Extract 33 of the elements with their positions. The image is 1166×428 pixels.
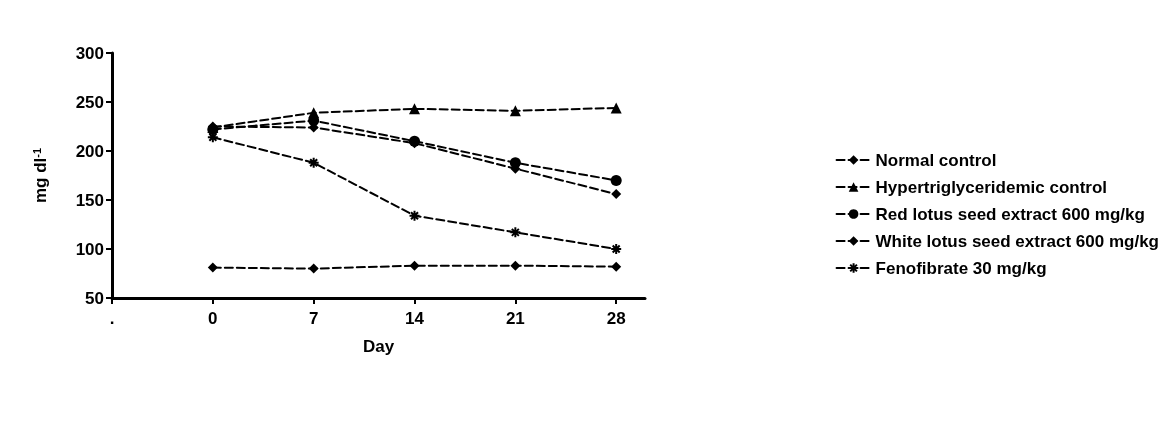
- point: [509, 226, 522, 239]
- y-tick-label: 50: [85, 288, 104, 308]
- point: [509, 105, 521, 117]
- point: [408, 209, 421, 222]
- point: [610, 243, 623, 255]
- point: [307, 156, 320, 169]
- x-tick-label: 14: [405, 309, 425, 328]
- y-tick-label: 300: [75, 43, 104, 63]
- y-tick-label: 150: [75, 190, 104, 210]
- x-tick-label: 21: [505, 309, 525, 328]
- y-tick-label: 250: [75, 92, 104, 112]
- x-tick-label: .: [109, 309, 115, 328]
- x-tick-label: 0: [208, 309, 218, 328]
- point: [510, 260, 521, 271]
- legend-label: Normal control: [875, 150, 997, 170]
- legend-label: Red lotus seed extract 600 mg/kg: [875, 204, 1145, 224]
- point: [207, 262, 218, 273]
- legend-label: Hypertriglyceridemic control: [875, 177, 1108, 197]
- y-axis-title: mg dl-1: [30, 147, 50, 204]
- legend-label: White lotus seed extract 600 mg/kg: [875, 231, 1159, 251]
- point: [611, 261, 622, 272]
- point: [610, 174, 622, 186]
- point: [611, 189, 622, 200]
- legend-label: Fenofibrate 30 mg/kg: [875, 258, 1047, 278]
- y-tick-label: 100: [75, 239, 104, 259]
- point: [409, 260, 420, 271]
- point: [610, 102, 622, 114]
- point: [308, 263, 319, 274]
- x-tick-label: 28: [606, 309, 626, 328]
- x-tick-label: 7: [308, 309, 319, 328]
- point: [409, 103, 421, 115]
- y-tick-label: 200: [75, 141, 104, 161]
- x-axis-title: Day: [362, 337, 395, 356]
